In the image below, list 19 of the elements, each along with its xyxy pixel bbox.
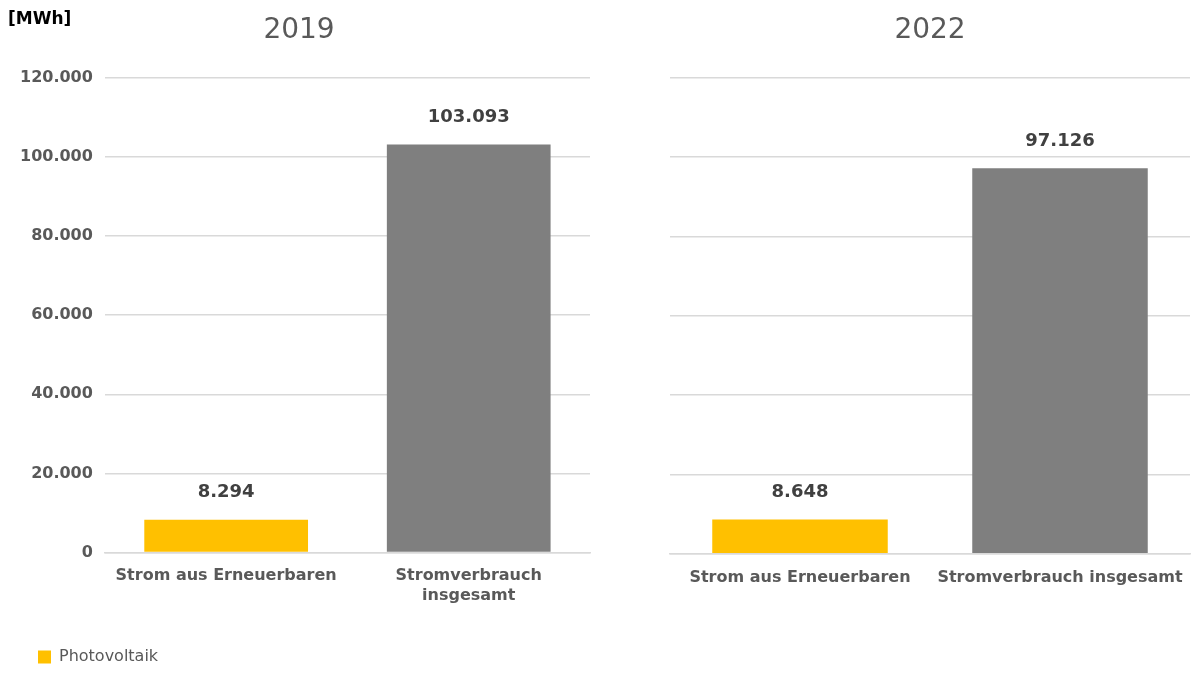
- chart-title: 2019: [263, 12, 335, 46]
- x-tick-label: Strom aus Erneuerbaren: [689, 566, 911, 586]
- legend-label: Photovoltaik: [59, 646, 159, 666]
- y-tick-label: 120.000: [20, 66, 93, 86]
- y-tick-label: 20.000: [31, 462, 93, 482]
- y-tick-label: 80.000: [31, 225, 93, 245]
- x-tick-label: Stromverbrauch insgesamt: [937, 566, 1183, 586]
- y-tick-label: 60.000: [31, 304, 93, 324]
- y-tick-label: 40.000: [31, 383, 93, 403]
- x-tick-label: Strom aus Erneuerbaren: [115, 565, 337, 585]
- y-axis-title: [MWh]: [8, 8, 72, 28]
- y-tick-label: 0: [81, 541, 93, 561]
- data-label: 8.294: [197, 480, 255, 502]
- data-label: 97.126: [1025, 129, 1095, 151]
- y-tick-label: 100.000: [20, 145, 93, 165]
- x-tick-label: Stromverbrauch insgesamt: [395, 565, 542, 604]
- data-label: 103.093: [427, 105, 510, 127]
- data-label: 8.648: [771, 480, 829, 502]
- chart-title: 2022: [894, 12, 966, 46]
